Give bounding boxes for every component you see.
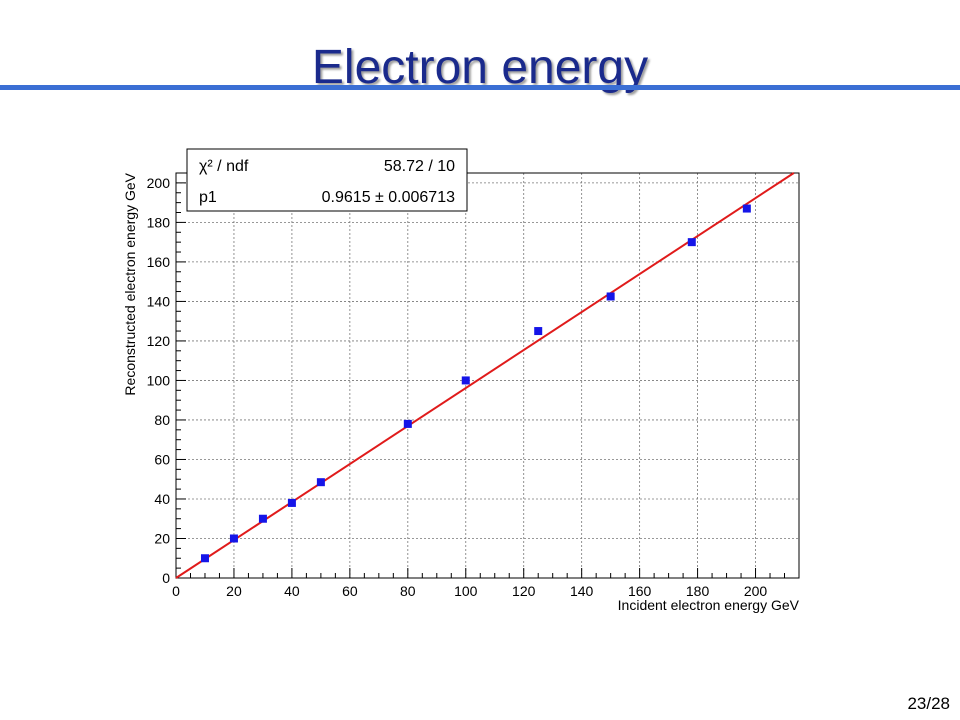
y-tick-label: 100 [147,372,171,388]
data-point [742,204,751,213]
y-tick-label: 180 [147,214,171,230]
stat-chi2-label: χ² / ndf [199,158,249,175]
y-tick-label: 60 [154,451,170,467]
data-point [687,238,696,247]
stat-p1-value: 0.9615 ± 0.006713 [322,189,455,206]
y-tick-label: 20 [154,530,170,546]
data-point [287,498,296,507]
data-point [229,534,238,543]
data-points [200,204,751,563]
x-tick-label: 80 [400,583,416,599]
data-point [606,292,615,301]
stat-p1-label: p1 [199,189,217,206]
y-tick-label: 80 [154,412,170,428]
x-tick-label: 100 [454,583,478,599]
x-axis-ticks: 0 20 40 60 80 100 120 140 160 180 200 [172,568,800,599]
x-tick-label: 20 [226,583,242,599]
y-tick-label: 0 [162,570,170,586]
y-tick-label: 140 [147,293,171,309]
plot-frame [175,172,800,579]
title-underline [0,85,960,90]
y-axis-ticks: 0 20 40 60 80 100 120 140 160 180 200 [147,172,186,586]
x-tick-label: 40 [284,583,300,599]
fit-stats-box: χ² / ndf 58.72 / 10 p1 0.9615 ± 0.006713 [186,148,468,212]
x-tick-label: 0 [172,583,180,599]
x-tick-label: 160 [628,583,652,599]
y-tick-label: 120 [147,333,171,349]
y-axis-label: Reconstructed electron energy GeV [122,172,138,395]
data-point [534,327,543,336]
y-tick-label: 160 [147,254,171,270]
x-tick-label: 60 [342,583,358,599]
grid-lines [176,173,799,578]
x-tick-label: 200 [744,583,768,599]
data-point [200,554,209,563]
x-tick-label: 140 [570,583,594,599]
y-tick-label: 40 [154,491,170,507]
x-tick-label: 120 [512,583,536,599]
slide-number: 23/28 [907,694,950,713]
y-tick-label: 200 [147,175,171,191]
fit-line [175,172,795,579]
stat-chi2-value: 58.72 / 10 [384,158,455,175]
data-point [403,419,412,428]
data-point [461,376,470,385]
data-point [258,514,267,523]
x-axis-label: Incident electron energy GeV [618,597,800,613]
x-tick-label: 180 [686,583,710,599]
data-point [316,478,325,487]
